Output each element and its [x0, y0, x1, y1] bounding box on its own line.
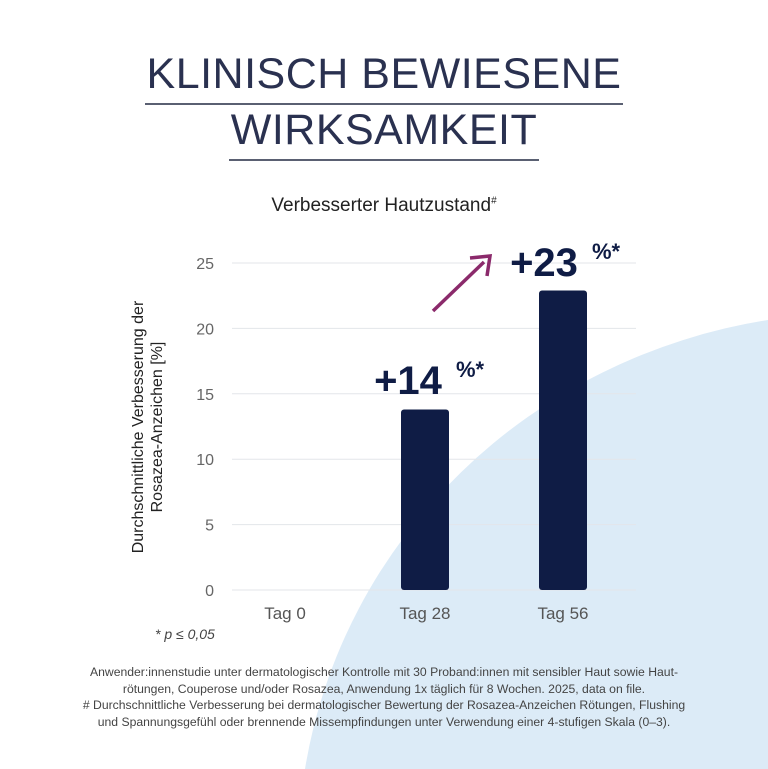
data-label: +23 [510, 241, 578, 285]
significance-note: * p ≤ 0,05 [155, 626, 215, 642]
background-shape [305, 320, 768, 769]
y-tick-label: 0 [205, 583, 214, 600]
chart-title: Verbesserter Hautzustand# [0, 195, 768, 217]
title-line-2: WIRKSAMKEIT [0, 106, 768, 161]
trend-arrow [431, 260, 486, 313]
y-axis-label-line1: Durchschnittliche Verbesserung der [130, 300, 147, 554]
y-axis-label: Durchschnittliche Verbesserung der Rosaz… [129, 267, 167, 587]
data-label-suffix: %* [456, 357, 485, 382]
y-tick-label: 25 [196, 256, 214, 273]
data-label-suffix: %* [592, 239, 621, 264]
x-tick-label: Tag 56 [537, 604, 588, 623]
title-text-2: WIRKSAMKEIT [228, 106, 540, 161]
title-text-1: KLINISCH BEWIESENE [144, 50, 624, 105]
bar [539, 290, 587, 590]
footnote-line: Anwender:innenstudie unter dermatologisc… [89, 665, 679, 679]
arrow-head-icon [469, 254, 493, 277]
y-tick-label: 10 [196, 452, 214, 469]
y-axis-label-line2: Rosazea-Anzeichen [%] [149, 341, 166, 513]
y-tick-label: 15 [196, 387, 214, 404]
y-tick-label: 5 [205, 518, 214, 535]
title-line-1: KLINISCH BEWIESENE [0, 50, 768, 105]
bar [401, 409, 449, 590]
data-label: +14 [374, 359, 443, 403]
footnote-line: und Spannungsgefühl oder brennende Misse… [97, 714, 671, 729]
x-tick-label: Tag 0 [264, 604, 306, 623]
y-tick-label: 20 [196, 321, 214, 338]
x-tick-label: Tag 28 [399, 604, 450, 623]
chart-title-marker: # [491, 195, 497, 207]
chart-title-text: Verbesserter Hautzustand [271, 195, 492, 216]
footnote-line: # Durchschnittliche Verbesserung bei der… [82, 698, 686, 712]
footnote-line: rötungen, Couperose und/oder Rosazea, An… [122, 681, 646, 696]
footnote: Anwender:innenstudie unter dermatologisc… [40, 664, 728, 730]
